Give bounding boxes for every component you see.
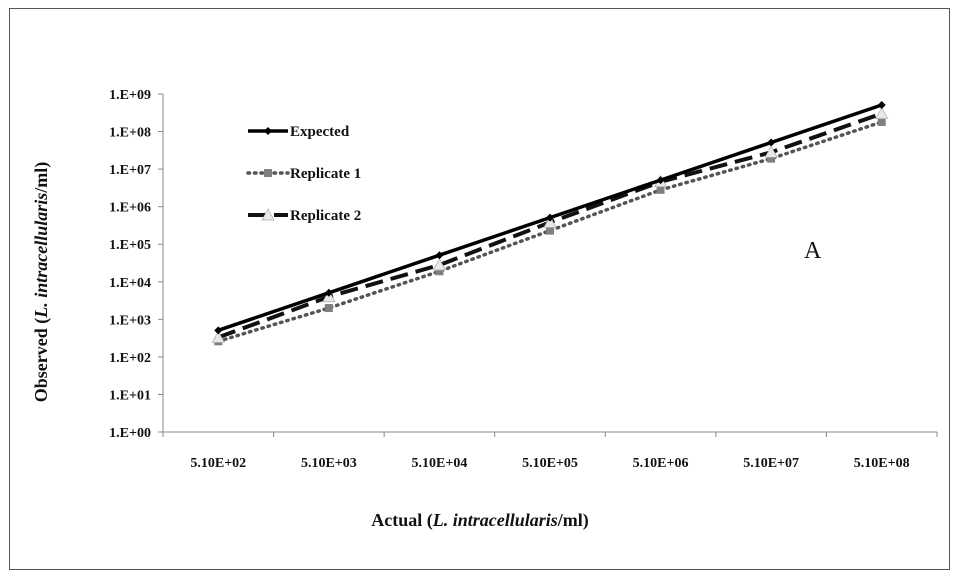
y-tick-label: 1.E+01 [109,388,151,403]
x-tick-label: 5.10E+02 [190,456,246,471]
series-replicate-1 [214,117,886,346]
series-expected [214,100,886,335]
y-tick-label: 1.E+06 [109,201,151,216]
y-axis-title: Observed (L. intracellularis/ml) [31,162,52,403]
chart-legend: Expected Replicate 1 Replicate 2 [246,124,361,224]
series-replicate-2 [211,106,889,343]
y-tick-label: 1.E+07 [109,163,151,178]
data-point-replicate-2 [432,258,447,271]
data-point-replicate-1 [767,154,776,163]
data-point-replicate-1 [324,304,333,313]
data-point-replicate-2 [543,215,557,228]
data-point-expected [546,213,554,222]
legend-item-replicate-2: Replicate 2 [248,208,361,224]
data-point-replicate-1 [546,226,554,235]
data-point-replicate-2 [764,145,778,158]
data-point-expected [767,138,776,147]
x-tick-label: 5.10E+06 [633,456,689,471]
y-tick-label: 1.E+04 [109,276,151,291]
x-tick-label: 5.10E+03 [301,456,357,471]
y-tick-label: 1.E+05 [109,238,151,253]
data-point-expected [324,288,333,297]
data-point-expected [214,326,223,335]
x-axis-ticks: 5.10E+02 5.10E+03 5.10E+04 5.10E+05 5.10E+06… [162,432,938,471]
legend-label: Expected [290,124,350,140]
legend-label: Replicate 2 [290,208,361,224]
y-tick-label: 1.E+08 [109,126,151,141]
y-axis-ticks: 1.E+00 1.E+01 1.E+02 1.E+03 1.E+04 1.E+05 1.E+… [109,88,163,441]
y-tick-label: 1.E+02 [109,351,151,366]
legend-label: Replicate 1 [290,166,361,182]
data-point-replicate-2 [875,106,889,119]
x-tick-label: 5.10E+05 [522,456,578,471]
y-tick-label: 1.E+03 [109,313,151,328]
y-tick-label: 1.E+09 [109,88,151,103]
data-point-replicate-1 [656,185,665,194]
chart-frame [9,8,950,570]
legend-swatch-marker [264,127,272,135]
chart-series [211,100,889,346]
x-tick-label: 5.10E+04 [412,456,468,471]
legend-item-expected: Expected [248,124,350,140]
x-axis-title: Actual (L. intracellularis/ml) [371,510,589,531]
data-point-replicate-1 [435,267,444,276]
x-tick-label: 5.10E+07 [743,456,799,471]
data-point-replicate-2 [211,330,225,343]
legend-swatch-marker [261,208,275,221]
data-point-expected [656,176,665,185]
legend-item-replicate-1: Replicate 1 [246,166,361,182]
y-tick-label: 1.E+00 [109,426,151,441]
legend-swatch-marker [264,169,272,177]
data-point-replicate-1 [877,117,886,126]
panel-annotation: A [804,238,822,264]
data-point-expected [435,251,444,260]
x-tick-label: 5.10E+08 [854,456,910,471]
data-point-expected [877,100,886,109]
chart-axes [162,94,937,433]
